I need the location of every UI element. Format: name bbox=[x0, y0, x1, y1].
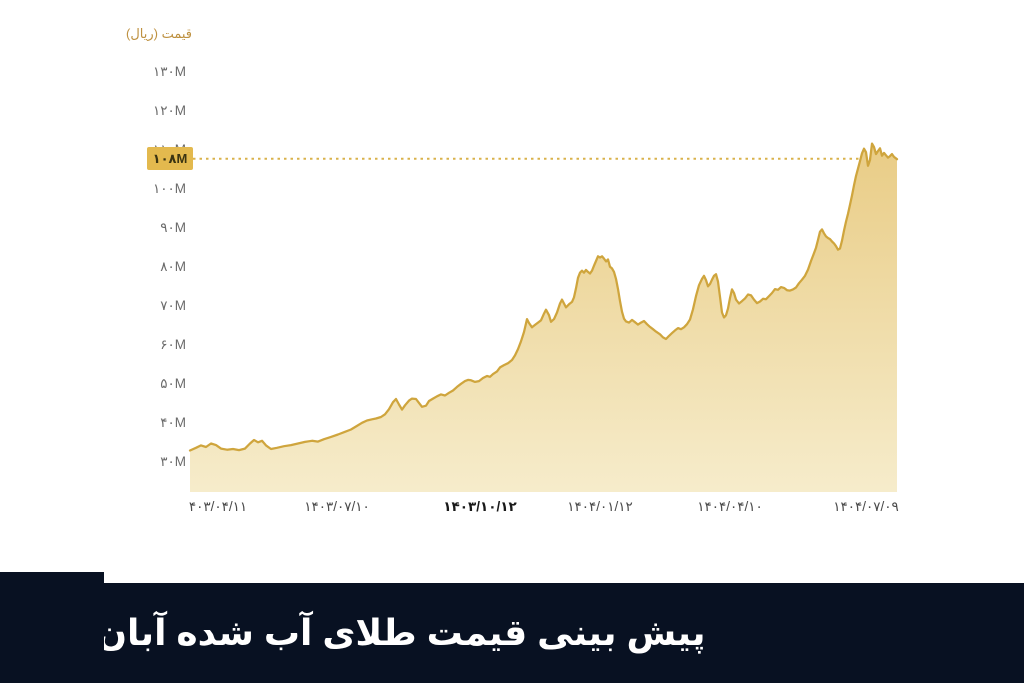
caption-title: پیش بینی قیمت طلای آب شده آبان ۱۴۰۴ bbox=[0, 612, 706, 653]
y-tick-label: ۸۰M bbox=[160, 259, 186, 274]
logo-tile: ZARMINEX bbox=[0, 572, 104, 683]
x-tick-label: ۱۴۰۳/۱۰/۱۲ bbox=[443, 499, 517, 514]
y-tick-label: ۵۰M bbox=[160, 376, 186, 391]
y-tick-label: ۱۲۰M bbox=[153, 103, 186, 118]
price-line bbox=[188, 142, 899, 452]
y-tick-label: ۶۰M bbox=[160, 337, 186, 352]
x-tick-label: ۱۴۰۴/۰۷/۰۹ bbox=[833, 499, 899, 514]
y-tick-label: ۴۰M bbox=[160, 415, 186, 430]
y-axis-title: قیمت (ریال) bbox=[126, 26, 192, 41]
x-tick-label: ۱۴۰۳/۰۷/۱۰ bbox=[304, 499, 370, 514]
y-tick-label: ۷۰M bbox=[160, 298, 186, 313]
x-tick-label: ۱۴۰۴/۰۱/۱۲ bbox=[567, 499, 633, 514]
y-tick-label: ۱۳۰M bbox=[153, 64, 186, 79]
y-tick-label: ۹۰M bbox=[160, 220, 186, 235]
caption-banner bbox=[0, 583, 1024, 683]
area-chart-plot bbox=[188, 142, 899, 492]
x-tick-label: ۴۰۳/۰۴/۱۱ bbox=[188, 499, 248, 514]
highlighted-price-badge: ۱۰۸M bbox=[147, 147, 193, 171]
y-tick-label: ۳۰M bbox=[160, 454, 186, 469]
x-tick-label: ۱۴۰۴/۰۴/۱۰ bbox=[697, 499, 763, 514]
y-tick-label: ۱۰۰M bbox=[153, 181, 186, 196]
price-area-fill bbox=[190, 143, 897, 492]
